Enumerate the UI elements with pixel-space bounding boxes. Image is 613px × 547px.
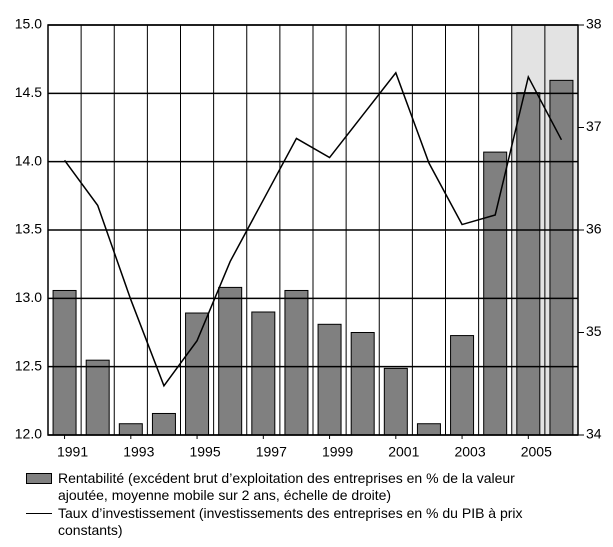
y-tick-label: 12.5: [15, 357, 42, 373]
bar: [284, 289, 309, 436]
bar: [317, 323, 342, 436]
bar: [85, 359, 110, 436]
y-tick-label: 13.0: [15, 289, 42, 305]
chart: 12.0 12.5 13.0 13.5 14.0 14.5 15.0 34 35 36 37 38 19…: [15, 16, 602, 460]
x-tick-label: 1995: [189, 444, 220, 460]
line: [63, 71, 563, 388]
bar: [483, 151, 508, 436]
y-tick-label: 15.0: [15, 16, 42, 32]
bar: [350, 332, 375, 436]
bar: [251, 311, 276, 436]
y-tick-label: 14.5: [15, 84, 42, 100]
legend-swatch: [26, 473, 52, 484]
bar: [218, 286, 243, 436]
x-tick-label: 1993: [123, 444, 154, 460]
legend-item: Taux d’investissement (investissements d…: [22, 505, 582, 539]
plot-frame: [47, 24, 579, 436]
bar: [549, 79, 574, 436]
legend-label: Taux d’investissement (investissements d…: [58, 505, 523, 538]
x-tick-label: 1999: [322, 444, 353, 460]
y-tick-label: 13.5: [15, 221, 42, 237]
y-tick-label: 12.0: [15, 426, 42, 442]
y2-tick-label: 38: [586, 16, 602, 32]
y2-tick-label: 34: [586, 426, 602, 442]
bar: [185, 312, 210, 436]
bar: [383, 367, 408, 436]
bar: [416, 423, 441, 436]
bar: [118, 423, 143, 436]
y2-tick-label: 37: [586, 118, 602, 134]
legend: Rentabilité (excédent brut d’exploitatio…: [22, 470, 582, 540]
bar: [450, 335, 475, 436]
bar: [52, 289, 77, 436]
x-tick-label: 1991: [57, 444, 88, 460]
legend-swatch: [26, 513, 52, 514]
y-tick-label: 14.0: [15, 152, 42, 168]
x-tick-label: 2005: [521, 444, 552, 460]
y2-tick-label: 36: [586, 221, 602, 237]
legend-item: Rentabilité (excédent brut d’exploitatio…: [22, 470, 582, 504]
x-tick-label: 2003: [454, 444, 485, 460]
x-tick-label: 1997: [256, 444, 287, 460]
bar: [516, 92, 541, 436]
x-tick-label: 2001: [388, 444, 419, 460]
legend-label: Rentabilité (excédent brut d’exploitatio…: [58, 470, 515, 503]
y2-tick-label: 35: [586, 323, 602, 339]
bar: [151, 412, 176, 436]
